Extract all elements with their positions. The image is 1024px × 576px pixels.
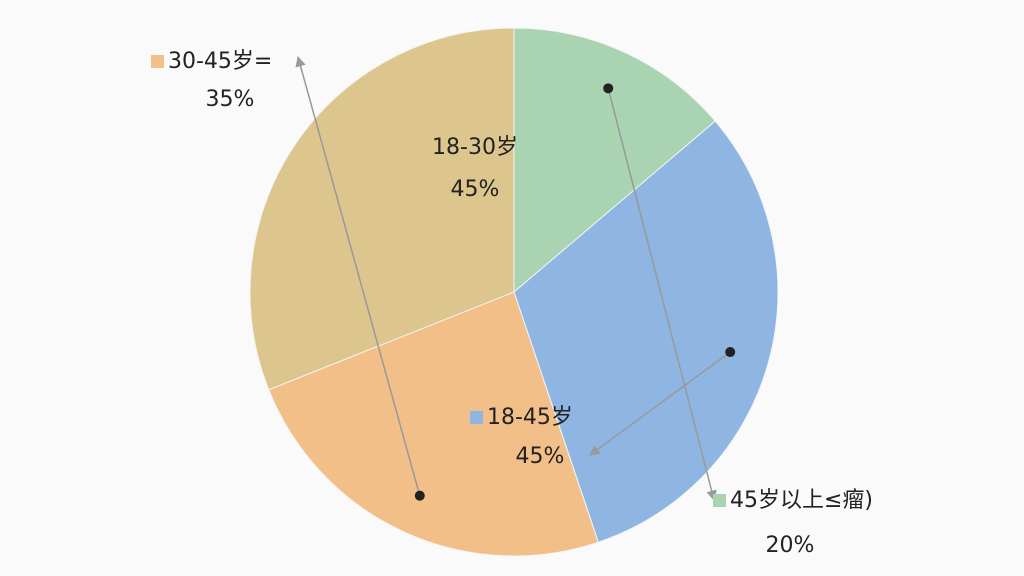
pie-slice (249, 27, 515, 391)
legend-swatch (713, 494, 726, 507)
leader-line (607, 88, 717, 502)
labels: 45岁以上≤瘤) 20% 18-45岁 45% 30-45岁= 35% 18-30岁 45% (151, 49, 873, 558)
leader-line (589, 351, 731, 456)
pie-slice (268, 291, 599, 557)
leader-line (295, 55, 421, 496)
slice-value-label: 20% (766, 533, 815, 558)
slice-value-label: 35% (206, 87, 255, 112)
leader-dot (603, 83, 614, 94)
slice-value-label: 45% (451, 177, 500, 202)
slice-value-label: 45% (516, 444, 565, 469)
leader-dot (725, 347, 736, 358)
slice-label: 18-30岁 (432, 135, 518, 160)
slice-label: 45岁以上≤瘤) (730, 488, 873, 513)
legend-swatch (470, 411, 483, 424)
pie-slice (513, 27, 716, 294)
slice-label: 30-45岁= (168, 49, 272, 74)
legend-swatch (151, 55, 164, 68)
pie-slice (513, 120, 779, 543)
pie (249, 27, 779, 557)
leader-dot (414, 490, 425, 501)
slice-label: 18-45岁 (487, 405, 573, 430)
